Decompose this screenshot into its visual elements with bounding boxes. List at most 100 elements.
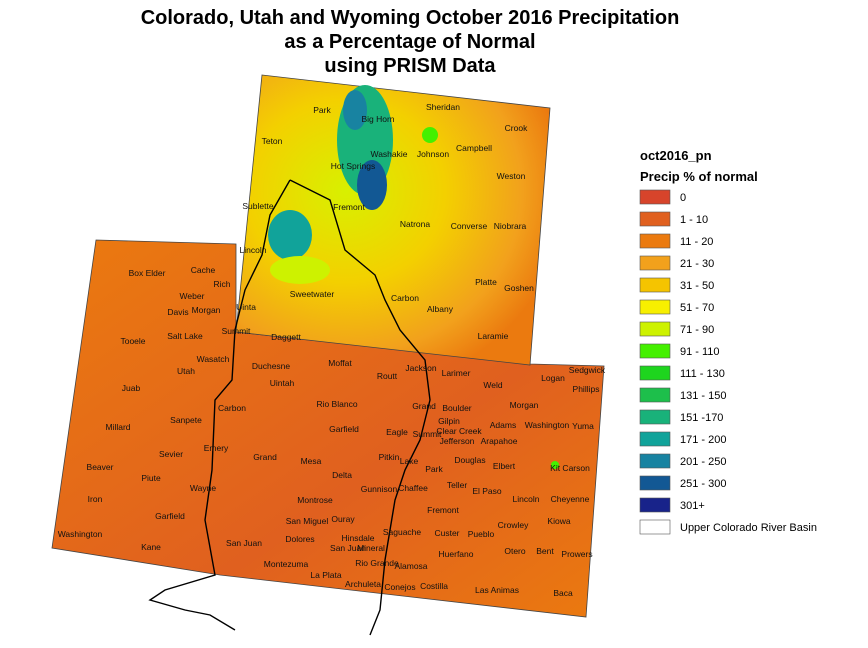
county-label: Weber xyxy=(180,291,205,301)
county-label: Las Animas xyxy=(475,585,519,595)
wyoming xyxy=(235,74,551,366)
legend-label: 201 - 250 xyxy=(680,456,726,468)
county-label: Duchesne xyxy=(252,361,291,371)
county-label: Jefferson xyxy=(440,436,475,446)
county-label: Cheyenne xyxy=(551,494,590,504)
county-label: Boulder xyxy=(442,403,471,413)
legend-swatch xyxy=(639,365,671,381)
legend-swatch xyxy=(639,387,671,403)
county-labels: Park Sheridan Big Horn Crook Teton Washakie Jo… xyxy=(58,102,606,598)
legend-swatch xyxy=(639,453,671,469)
legend-swatch xyxy=(639,475,671,491)
county-label: Johnson xyxy=(417,149,449,159)
county-label: Montezuma xyxy=(264,559,309,569)
county-label: Adams xyxy=(490,420,516,430)
county-label: Douglas xyxy=(454,455,485,465)
county-label: Crook xyxy=(505,123,528,133)
county-label: Kane xyxy=(141,542,161,552)
county-label: Uinta xyxy=(236,302,256,312)
legend-title: oct2016_pn xyxy=(640,148,712,163)
county-label: Converse xyxy=(451,221,488,231)
legend-label: 51 - 70 xyxy=(680,302,714,314)
legend-swatch xyxy=(639,497,671,513)
county-label: Weld xyxy=(483,380,502,390)
legend-label: 111 - 130 xyxy=(680,368,725,380)
county-label: Utah xyxy=(177,366,195,376)
county-label: Baca xyxy=(553,588,573,598)
county-label: Salt Lake xyxy=(167,331,203,341)
county-label: Fremont xyxy=(333,202,365,212)
county-label: Weston xyxy=(497,171,526,181)
county-label: Costilla xyxy=(420,581,448,591)
county-label: Sweetwater xyxy=(290,289,335,299)
county-label: Gilpin xyxy=(438,416,460,426)
county-label: Albany xyxy=(427,304,454,314)
county-label: Routt xyxy=(377,371,398,381)
county-label: Delta xyxy=(332,470,352,480)
county-label: La Plata xyxy=(310,570,341,580)
county-label: Sheridan xyxy=(426,102,460,112)
county-label: Millard xyxy=(105,422,130,432)
county-label: Carbon xyxy=(391,293,419,303)
county-label: Box Elder xyxy=(129,268,166,278)
county-label: Summit xyxy=(222,326,251,336)
county-label: Sanpete xyxy=(170,415,202,425)
county-label: San Miguel xyxy=(286,516,329,526)
county-label: Emery xyxy=(204,443,229,453)
county-label: Chaffee xyxy=(398,483,428,493)
county-label: Montrose xyxy=(297,495,333,505)
county-label: Morgan xyxy=(510,400,539,410)
county-label: Teton xyxy=(262,136,283,146)
county-label: Rich xyxy=(213,279,230,289)
county-label: Daggett xyxy=(271,332,301,342)
county-label: Hot Springs xyxy=(331,161,375,171)
basin-outline xyxy=(148,179,431,636)
legend-label: 1 - 10 xyxy=(680,214,708,226)
county-label: Larimer xyxy=(442,368,471,378)
legend-label: 301+ xyxy=(680,500,705,512)
county-label: Mineral xyxy=(357,543,385,553)
county-label: Crowley xyxy=(498,520,529,530)
county-label: Sedgwick xyxy=(569,365,606,375)
county-label: Campbell xyxy=(456,143,492,153)
legend-swatch xyxy=(639,519,671,535)
legend-swatch xyxy=(639,189,671,205)
county-label: Rio Grande xyxy=(355,558,399,568)
wet-area xyxy=(422,127,438,143)
legend-swatch xyxy=(639,233,671,249)
legend-label: 71 - 90 xyxy=(680,324,714,336)
legend-label: 21 - 30 xyxy=(680,258,714,270)
legend-label: 251 - 300 xyxy=(680,478,726,490)
county-label: Lincoln xyxy=(240,245,267,255)
legend-subtitle: Precip % of normal xyxy=(640,169,758,184)
states xyxy=(51,74,605,636)
county-label: Pueblo xyxy=(468,529,495,539)
county-label: Kiowa xyxy=(547,516,570,526)
county-label: Park xyxy=(313,105,331,115)
legend-label: 151 -170 xyxy=(680,412,723,424)
county-label: Tooele xyxy=(120,336,145,346)
county-label: Cache xyxy=(191,265,216,275)
county-label: Wayne xyxy=(190,483,216,493)
county-label: Davis xyxy=(167,307,188,317)
legend-swatch xyxy=(639,431,671,447)
legend-swatch xyxy=(639,409,671,425)
legend-label: 0 xyxy=(680,192,686,204)
legend-label: 31 - 50 xyxy=(680,280,714,292)
wet-area xyxy=(357,160,387,210)
county-label: Ouray xyxy=(331,514,355,524)
county-label: Sevier xyxy=(159,449,183,459)
county-label: Washakie xyxy=(370,149,407,159)
legend-label: 11 - 20 xyxy=(680,236,713,248)
county-label: Bent xyxy=(536,546,554,556)
wet-area xyxy=(551,461,559,469)
county-label: Moffat xyxy=(328,358,352,368)
county-label: Summit xyxy=(413,429,442,439)
county-label: Big Horn xyxy=(361,114,394,124)
legend-label: 171 - 200 xyxy=(680,434,726,446)
county-label: Jackson xyxy=(405,363,436,373)
county-label: Garfield xyxy=(155,511,185,521)
county-label: Dolores xyxy=(285,534,314,544)
county-label: Otero xyxy=(504,546,526,556)
